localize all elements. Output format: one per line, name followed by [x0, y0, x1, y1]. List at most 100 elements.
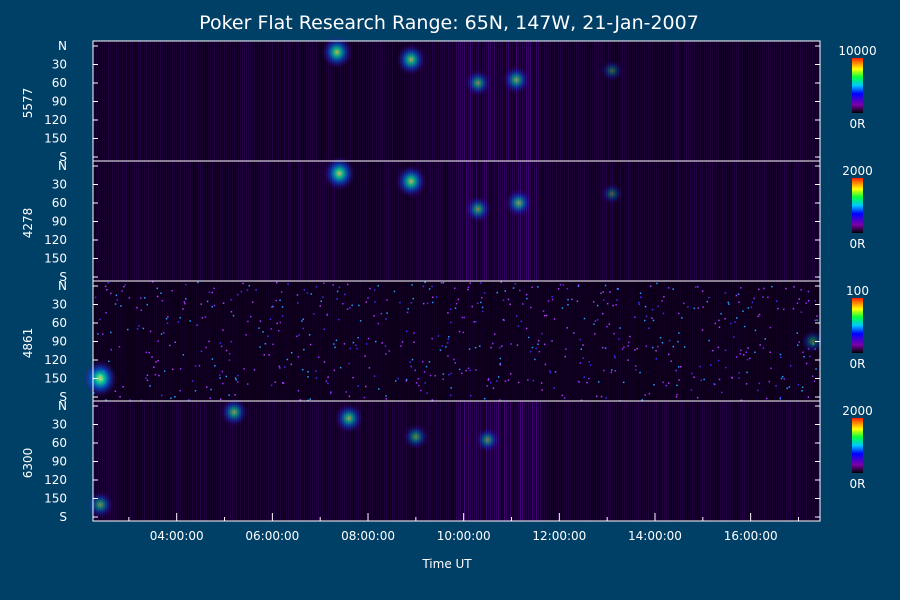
- texture-streak: [414, 41, 415, 161]
- noise-dot: [651, 308, 654, 311]
- noise-dot: [441, 345, 443, 347]
- emission-feature: [600, 182, 624, 205]
- texture-streak: [342, 281, 343, 401]
- texture-streak: [630, 281, 631, 401]
- texture-streak: [382, 41, 383, 161]
- texture-streak: [384, 161, 385, 281]
- noise-dot: [747, 307, 750, 309]
- texture-streak: [256, 401, 257, 521]
- noise-dot: [225, 349, 228, 352]
- texture-streak: [508, 41, 509, 161]
- texture-streak: [754, 401, 755, 521]
- texture-streak: [646, 401, 647, 521]
- texture-streak: [158, 401, 159, 521]
- noise-dot: [145, 351, 148, 354]
- texture-streak: [628, 41, 629, 161]
- noise-dot: [738, 372, 740, 374]
- texture-streak: [190, 161, 191, 281]
- texture-streak: [466, 281, 467, 401]
- noise-dot: [276, 322, 278, 325]
- texture-streak: [284, 161, 285, 281]
- texture-streak: [470, 401, 471, 521]
- texture-streak: [248, 281, 249, 401]
- noise-dot: [538, 350, 541, 353]
- texture-streak: [106, 41, 107, 161]
- texture-streak: [240, 161, 241, 281]
- texture-streak: [488, 41, 489, 161]
- texture-streak: [494, 161, 495, 281]
- noise-dot: [559, 283, 562, 286]
- texture-streak: [442, 161, 443, 281]
- texture-streak: [404, 161, 405, 281]
- y-tick-label: 90: [52, 455, 67, 469]
- texture-streak: [718, 161, 719, 281]
- noise-dot: [708, 296, 710, 299]
- texture-streak: [442, 281, 443, 401]
- texture-streak: [740, 161, 741, 281]
- texture-streak: [526, 161, 527, 281]
- noise-dot: [210, 388, 212, 391]
- texture-streak: [562, 401, 563, 521]
- noise-dot: [118, 346, 121, 348]
- noise-dot: [728, 303, 730, 305]
- texture-streak: [690, 161, 691, 281]
- noise-dot: [724, 349, 727, 352]
- texture-streak: [810, 401, 811, 521]
- noise-dot: [279, 367, 281, 369]
- noise-dot: [627, 345, 629, 347]
- texture-streak: [720, 401, 721, 521]
- texture-streak: [184, 281, 185, 401]
- texture-streak: [622, 281, 623, 401]
- texture-streak: [202, 281, 203, 401]
- texture-streak: [350, 161, 351, 281]
- noise-dot: [222, 302, 225, 304]
- noise-dot: [144, 297, 146, 299]
- texture-streak: [504, 161, 505, 281]
- y-tick-label: N: [58, 159, 67, 173]
- noise-dot: [497, 376, 500, 378]
- texture-streak: [460, 401, 461, 521]
- texture-streak: [638, 281, 639, 401]
- texture-streak: [608, 401, 609, 521]
- texture-streak: [330, 41, 331, 161]
- texture-streak: [128, 281, 129, 401]
- texture-streak: [540, 41, 541, 161]
- texture-streak: [452, 281, 453, 401]
- texture-streak: [682, 41, 683, 161]
- noise-dot: [166, 322, 169, 324]
- noise-dot: [352, 376, 354, 379]
- texture-streak: [706, 401, 707, 521]
- noise-dot: [185, 283, 187, 286]
- texture-streak: [216, 161, 217, 281]
- texture-streak: [260, 41, 261, 161]
- texture-streak: [692, 41, 693, 161]
- texture-streak: [190, 401, 191, 521]
- texture-streak: [436, 281, 437, 401]
- noise-dot: [432, 296, 434, 298]
- texture-streak: [296, 41, 297, 161]
- texture-streak: [410, 281, 411, 401]
- texture-streak: [136, 161, 137, 281]
- panel-texture: [94, 41, 819, 161]
- texture-streak: [398, 41, 399, 161]
- texture-streak: [590, 41, 591, 161]
- noise-dot: [297, 356, 300, 358]
- texture-streak: [324, 401, 325, 521]
- texture-streak: [464, 41, 465, 161]
- texture-streak: [298, 401, 299, 521]
- texture-streak: [362, 281, 363, 401]
- noise-dot: [594, 333, 596, 335]
- noise-dot: [611, 369, 613, 371]
- noise-dot: [469, 369, 471, 372]
- texture-streak: [708, 161, 709, 281]
- texture-streak: [714, 161, 715, 281]
- texture-streak: [536, 41, 537, 161]
- noise-dot: [179, 389, 181, 392]
- texture-streak: [602, 41, 603, 161]
- texture-streak: [298, 161, 299, 281]
- texture-streak: [640, 161, 641, 281]
- noise-dot: [769, 326, 772, 329]
- texture-streak: [632, 281, 633, 401]
- texture-streak: [650, 41, 651, 161]
- texture-streak: [114, 401, 115, 521]
